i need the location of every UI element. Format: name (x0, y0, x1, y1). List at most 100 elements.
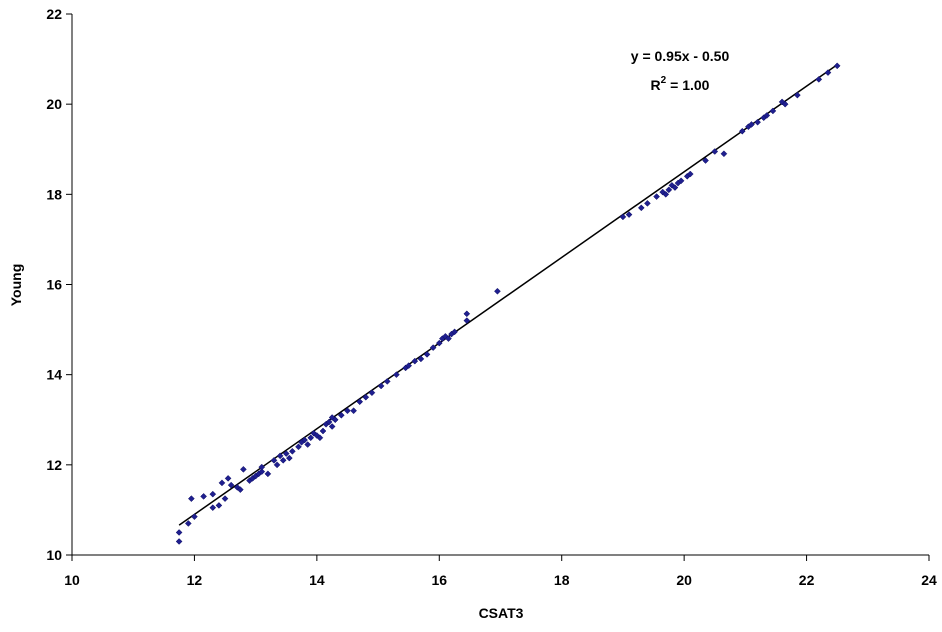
r-squared-prefix: R (651, 77, 661, 93)
data-point (331, 416, 339, 424)
data-point (662, 190, 670, 198)
data-point (337, 411, 345, 419)
data-point (270, 456, 278, 464)
x-tick-label: 24 (921, 572, 937, 588)
data-point (423, 351, 431, 358)
data-point (325, 418, 333, 426)
y-ticks: 10 12 14 16 18 20 22 (46, 6, 72, 563)
data-point (264, 470, 272, 478)
data-point (625, 211, 633, 218)
x-axis-title: CSAT3 (479, 605, 524, 621)
data-point (435, 339, 443, 347)
trendline (178, 64, 838, 526)
y-tick-label: 14 (46, 367, 62, 383)
data-point (463, 310, 471, 318)
data-point (711, 148, 719, 155)
data-point (671, 184, 679, 191)
data-point (316, 434, 324, 442)
data-point (289, 447, 296, 455)
r-squared-value: = 1.00 (666, 77, 709, 93)
data-point (282, 450, 290, 457)
trendline-group (178, 64, 838, 526)
y-axis-title: Young (8, 264, 24, 307)
y-tick-label: 10 (46, 547, 62, 563)
data-point (221, 495, 229, 502)
x-tick-label: 10 (64, 572, 80, 588)
data-point (276, 452, 284, 460)
data-point (295, 443, 302, 451)
data-point (494, 287, 501, 295)
y-tick-label: 22 (46, 6, 62, 22)
data-point (463, 317, 471, 324)
data-point (653, 193, 660, 200)
r-squared-superscript: 2 (661, 75, 667, 86)
data-point (191, 513, 198, 521)
y-tick-label: 12 (46, 457, 62, 473)
x-tick-label: 12 (187, 572, 203, 588)
data-point (227, 481, 235, 489)
data-point (411, 357, 419, 365)
data-point (344, 407, 351, 415)
data-point (350, 407, 357, 415)
data-point (188, 495, 195, 502)
data-point (644, 199, 651, 207)
data-points (175, 62, 841, 545)
x-tick-label: 20 (676, 572, 692, 588)
data-point (637, 204, 645, 212)
r-squared-label: R2 = 1.00 (651, 75, 710, 93)
data-point (328, 423, 336, 430)
data-point (368, 389, 376, 397)
data-point (405, 362, 413, 370)
data-point (304, 441, 312, 448)
data-point (781, 100, 789, 108)
data-point (200, 493, 207, 500)
data-point (362, 393, 370, 401)
data-point (301, 436, 308, 444)
data-point (307, 434, 315, 442)
x-tick-label: 16 (431, 572, 447, 588)
data-point (451, 328, 458, 336)
data-point (175, 538, 183, 545)
data-point (383, 378, 391, 385)
data-point (677, 177, 685, 185)
data-point (417, 355, 425, 363)
data-point (720, 150, 728, 158)
data-point (377, 382, 385, 390)
data-point (824, 69, 832, 76)
x-tick-label: 18 (554, 572, 570, 588)
x-tick-label: 22 (799, 572, 815, 588)
data-point (175, 529, 183, 536)
trendline-equation: y = 0.95x - 0.50 (631, 48, 730, 64)
x-tick-label: 14 (309, 572, 325, 588)
data-point (738, 127, 746, 135)
data-point (209, 504, 217, 512)
data-point (184, 520, 192, 527)
data-point (429, 344, 437, 351)
data-point (763, 112, 771, 119)
data-point (258, 463, 266, 471)
data-point (665, 186, 673, 194)
data-point (445, 335, 452, 342)
data-point (754, 118, 761, 126)
data-point (769, 107, 777, 115)
y-tick-label: 18 (46, 186, 62, 202)
data-point (702, 157, 709, 164)
data-point (833, 62, 841, 70)
data-point (258, 468, 266, 475)
data-point (218, 479, 226, 487)
data-point (285, 454, 293, 462)
x-ticks: 10 12 14 16 18 20 22 24 (64, 555, 937, 588)
data-point (319, 427, 327, 435)
data-point (794, 91, 801, 99)
data-point (815, 76, 823, 83)
data-point (393, 371, 400, 379)
y-tick-label: 20 (46, 96, 62, 112)
data-point (215, 502, 223, 509)
data-point (224, 475, 232, 482)
data-point (279, 456, 287, 464)
data-point (209, 490, 217, 498)
y-tick-label: 16 (46, 277, 62, 293)
data-point (273, 461, 281, 469)
data-point (619, 213, 627, 221)
data-point (686, 170, 694, 178)
